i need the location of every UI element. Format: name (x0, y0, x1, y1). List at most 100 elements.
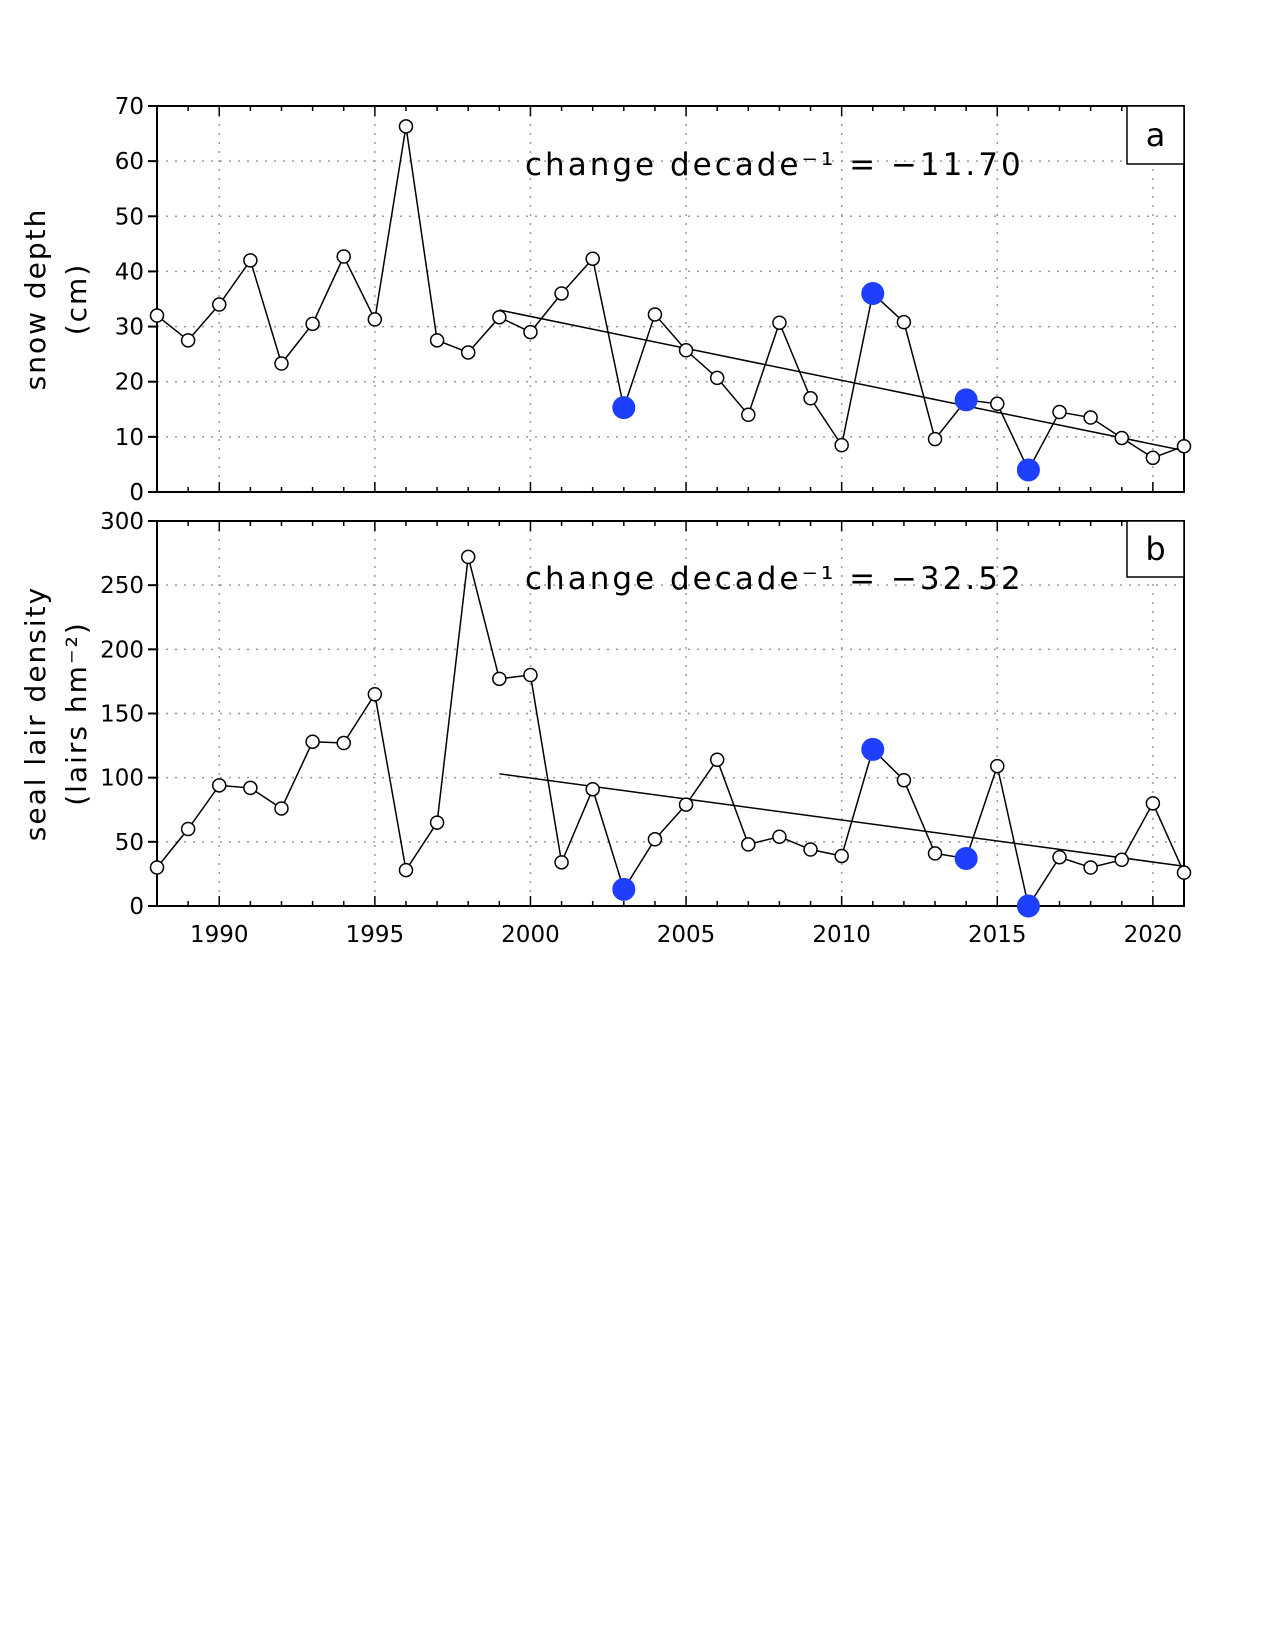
panel-a-snow-depth: 0 10 20 30 40 50 60 70 snow depth (cm) change deca… (19, 94, 1192, 506)
y-tick-label: 0 (129, 480, 144, 506)
data-point-2000 (523, 324, 538, 340)
panel-tag-box (1126, 105, 1185, 165)
data-point-1991 (243, 253, 258, 268)
y-tick-label: 30 (115, 315, 144, 341)
y-tick-label: 150 (100, 702, 144, 728)
trend-annotation: change decade⁻¹ = −11.70 (525, 147, 1024, 183)
y-axis-label-line-1: seal lair density (19, 586, 52, 841)
data-point-2012 (896, 314, 912, 330)
data-point-2010 (834, 437, 849, 453)
data-point-1988 (149, 860, 165, 875)
data-point-2013 (927, 846, 943, 861)
y-tick-label: 70 (115, 94, 144, 120)
data-point-1999 (492, 671, 507, 687)
data-point-2013 (927, 431, 943, 447)
y-tick-label: 10 (115, 425, 144, 451)
data-point-2006 (709, 752, 725, 767)
data-point-2009 (803, 391, 818, 406)
data-point-2010 (834, 848, 849, 864)
series-line (156, 556, 1185, 908)
plot-frame (156, 105, 1185, 493)
highlight-point-2011 (861, 737, 885, 761)
data-point-2017 (1052, 404, 1067, 420)
highlight-point-2014 (954, 388, 978, 412)
data-point-1996 (398, 862, 414, 878)
panel-b-seal-lair-density: 0 50 100 150 200 250 300 1990 1995 2000 2005 2010 20… (19, 509, 1192, 948)
x-tick-label: 2005 (657, 922, 716, 948)
x-tick-label: 1995 (346, 922, 405, 948)
panel-tag-box (1126, 520, 1185, 578)
data-point-2005 (678, 797, 694, 812)
data-point-2001 (554, 855, 569, 870)
data-point-2002 (585, 251, 600, 266)
data-point-2007 (741, 837, 756, 852)
data-point-1994 (336, 735, 351, 751)
data-point-2020 (1145, 796, 1161, 811)
y-axis-label-line-1: snow depth (19, 208, 52, 391)
data-point-1991 (243, 780, 258, 796)
data-point-1990 (211, 297, 227, 312)
x-tick-label: 2010 (812, 922, 871, 948)
data-point-2021 (1176, 438, 1192, 454)
data-point-1997 (429, 815, 445, 830)
x-tick-label: 2015 (968, 922, 1027, 948)
y-tick-label: 300 (100, 509, 144, 535)
trend-line (499, 309, 1185, 452)
data-point-2021 (1176, 865, 1192, 880)
data-point-2007 (741, 407, 756, 423)
data-point-1989 (180, 333, 196, 348)
data-point-2008 (772, 829, 787, 844)
data-point-1999 (492, 309, 507, 325)
data-point-2018 (1083, 410, 1098, 425)
data-point-1988 (149, 308, 165, 323)
data-point-1997 (429, 333, 445, 348)
data-point-1992 (274, 356, 289, 371)
y-tick-label: 50 (115, 204, 144, 230)
y-tick-label: 40 (115, 259, 144, 285)
trend-line (499, 773, 1185, 867)
x-tick-label: 2000 (501, 922, 560, 948)
data-point-2002 (585, 781, 600, 797)
highlight-point-2003 (612, 877, 636, 901)
y-axis-label-line-2: (cm) (60, 263, 93, 336)
data-point-2004 (647, 307, 663, 322)
data-point-2020 (1145, 450, 1161, 466)
y-tick-label: 20 (115, 370, 144, 396)
x-tick-label: 1990 (190, 922, 249, 948)
data-point-2006 (709, 370, 725, 386)
data-point-1995 (367, 687, 383, 702)
data-point-1989 (180, 821, 196, 837)
y-tick-label: 250 (100, 573, 144, 599)
data-point-1993 (305, 316, 320, 332)
data-point-2015 (990, 396, 1005, 412)
data-point-1994 (336, 249, 351, 264)
data-point-2001 (554, 286, 569, 301)
data-point-2012 (896, 772, 912, 788)
panel-tag-label: b (1145, 530, 1165, 568)
y-tick-label: 50 (115, 830, 144, 856)
series-line (156, 126, 1185, 472)
highlight-point-2014 (954, 847, 978, 871)
panel-tag-label: a (1146, 116, 1166, 154)
y-tick-label: 100 (100, 766, 144, 792)
highlight-point-2016 (1016, 894, 1040, 918)
y-axis-label-line-2: (lairs hm⁻²) (60, 621, 93, 806)
data-point-2017 (1052, 849, 1067, 865)
y-tick-label: 60 (115, 149, 144, 175)
data-point-2008 (772, 315, 787, 330)
data-point-1996 (398, 119, 414, 134)
highlight-point-2016 (1016, 458, 1040, 482)
data-point-2000 (523, 667, 538, 683)
data-point-1992 (274, 801, 289, 816)
data-point-2018 (1083, 860, 1098, 875)
data-point-1998 (460, 345, 476, 360)
data-point-1995 (367, 312, 383, 327)
trend-annotation: change decade⁻¹ = −32.52 (525, 561, 1024, 597)
data-point-2004 (647, 832, 663, 847)
highlight-point-2003 (612, 396, 636, 420)
data-point-2019 (1114, 430, 1130, 446)
highlight-point-2011 (861, 281, 885, 305)
y-tick-label: 200 (100, 637, 144, 663)
data-point-2019 (1114, 852, 1130, 868)
data-point-2009 (803, 842, 818, 857)
